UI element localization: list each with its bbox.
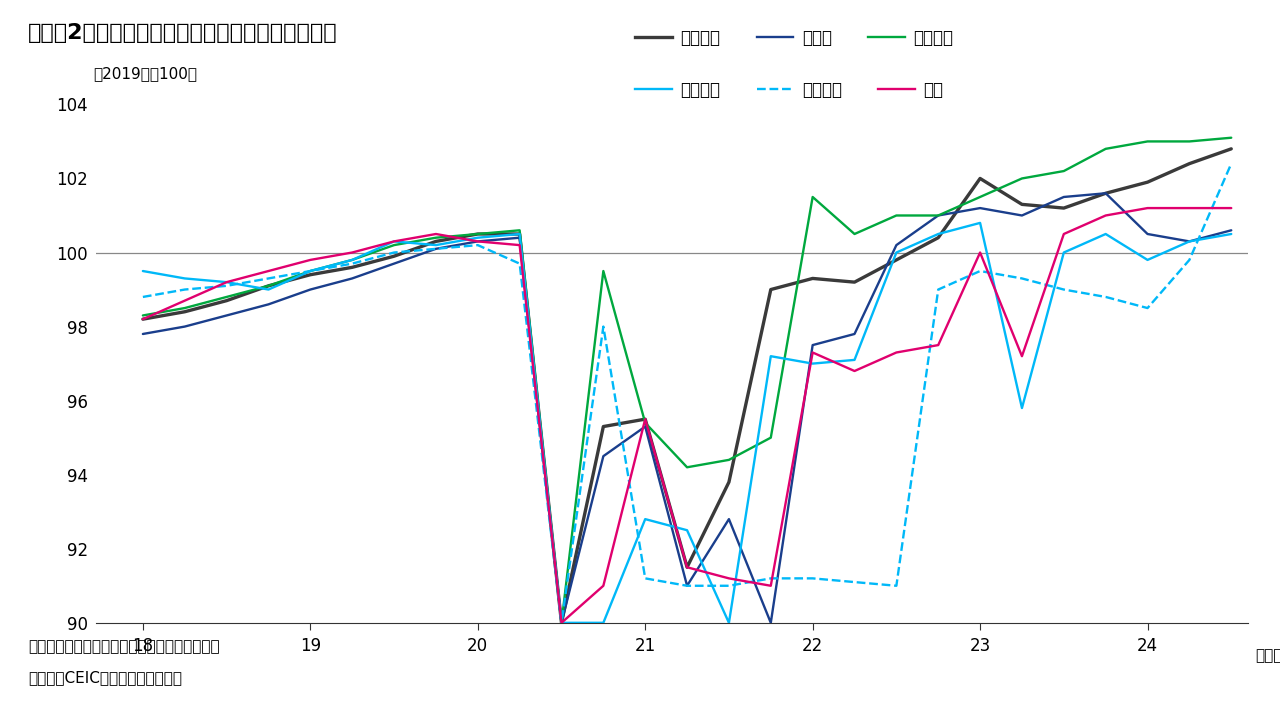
Text: （図表2）欧州主要国における実質民間消費の推移: （図表2）欧州主要国における実質民間消費の推移 xyxy=(28,23,338,43)
Text: （年）: （年） xyxy=(1254,648,1280,663)
Legend: イタリア, スペイン, 英国: イタリア, スペイン, 英国 xyxy=(628,74,950,105)
Text: （出所）CEICよりインベスコ作成: （出所）CEICよりインベスコ作成 xyxy=(28,670,182,685)
Text: （2019年＝100）: （2019年＝100） xyxy=(93,66,197,81)
Text: （注）見やすさのため、縦軸を限定している。: （注）見やすさのため、縦軸を限定している。 xyxy=(28,639,220,654)
